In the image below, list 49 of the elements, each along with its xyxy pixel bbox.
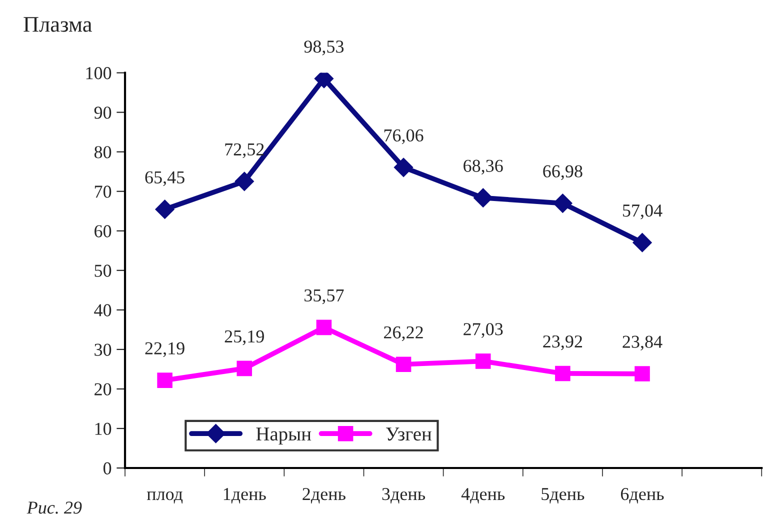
y-tick-label: 50 bbox=[94, 264, 112, 277]
y-tick-label: 10 bbox=[95, 422, 112, 435]
x-tick-label: 6день bbox=[620, 488, 664, 504]
data-label: 68,36 bbox=[464, 160, 503, 175]
y-tick-label: 30 bbox=[94, 344, 112, 356]
data-label: 66,98 bbox=[543, 165, 582, 180]
data-label: 76,06 bbox=[384, 129, 424, 144]
point bbox=[474, 188, 493, 208]
y-tick-label: 90 bbox=[94, 106, 112, 119]
data-label: 98,53 bbox=[304, 40, 344, 56]
legend-label: Нарын bbox=[256, 428, 312, 445]
x-tick-label: 1день bbox=[224, 488, 266, 504]
data-label: 23,92 bbox=[543, 335, 582, 350]
data-label: 65,45 bbox=[145, 171, 184, 186]
point bbox=[396, 356, 412, 372]
y-tick-label: 0 bbox=[103, 462, 112, 474]
point bbox=[234, 172, 254, 191]
y-tick-label: 20 bbox=[94, 383, 112, 396]
y-tick-label: 80 bbox=[94, 146, 112, 158]
x-tick-label: 2день bbox=[302, 488, 346, 504]
data-label: 27,03 bbox=[464, 323, 503, 338]
y-tick-label: 70 bbox=[94, 186, 112, 198]
point bbox=[236, 360, 252, 376]
data-label: 72,52 bbox=[225, 143, 264, 158]
x-tick-label: 5день bbox=[542, 488, 584, 504]
y-tick-label: 60 bbox=[94, 225, 112, 238]
text: Рис. 29 bbox=[26, 502, 82, 514]
point bbox=[475, 354, 491, 369]
legend-label: Узген bbox=[386, 428, 432, 441]
data-label: 22,19 bbox=[145, 342, 184, 358]
y-axis-title: Плазма bbox=[24, 17, 92, 32]
point bbox=[394, 158, 414, 177]
point bbox=[157, 372, 172, 388]
point bbox=[555, 366, 570, 382]
data-label: 57,04 bbox=[623, 204, 662, 220]
data-label: 23,84 bbox=[622, 336, 662, 350]
point bbox=[155, 200, 174, 219]
point bbox=[632, 233, 652, 252]
data-label: 25,19 bbox=[224, 330, 264, 346]
x-tick-label: плод bbox=[146, 491, 183, 504]
point bbox=[634, 366, 650, 382]
data-label: 26,22 bbox=[384, 326, 423, 342]
point bbox=[316, 320, 332, 336]
data-label: 35,57 bbox=[304, 289, 344, 304]
x-tick-label: 3день bbox=[382, 488, 426, 504]
x-tick-label: 4день bbox=[461, 488, 505, 504]
point bbox=[553, 194, 572, 213]
y-tick-label: 100 bbox=[86, 67, 112, 80]
y-tick-label: 40 bbox=[94, 304, 112, 316]
